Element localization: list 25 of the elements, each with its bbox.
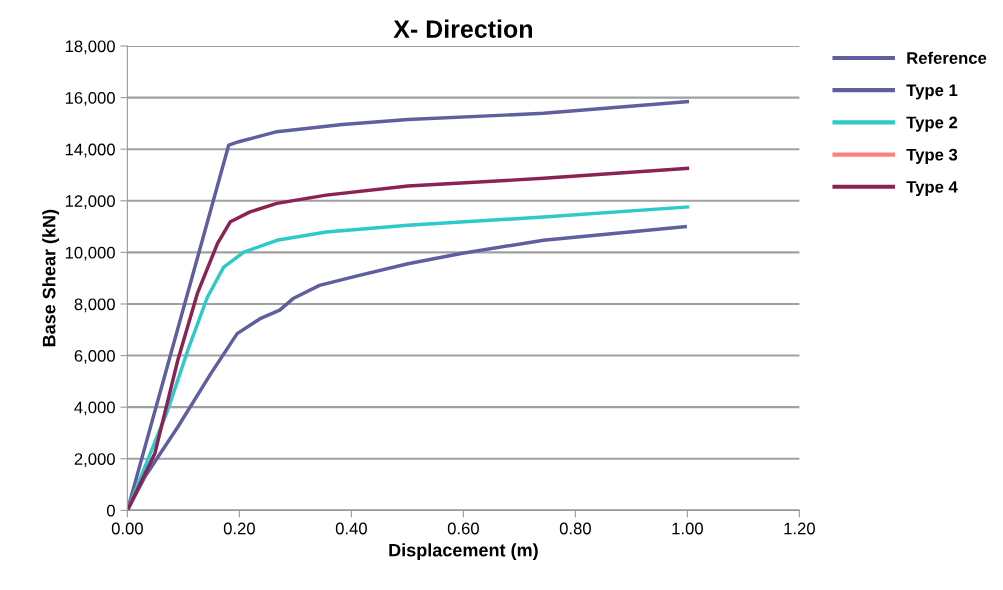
y-tick-label: 8,000 [74,298,115,313]
y-tick-label: 2,000 [74,453,115,467]
legend-label: Type 4 [906,181,958,197]
y-tick-label: 6,000 [74,349,115,364]
y-tick-label: 0 [106,504,115,517]
legend-label: Type 2 [906,116,958,132]
legend-label: Reference [907,51,987,64]
x-tick-label: 0.40 [335,522,367,535]
y-axis-title: Base Shear (kN) [42,209,60,347]
x-tick-label: 1.00 [672,522,703,535]
x-tick-label: 0.80 [559,522,591,535]
y-tick-label: 14,000 [65,143,115,158]
y-tick-label: 16,000 [65,92,115,106]
x-axis-title: Displacement (m) [389,543,538,561]
x-tick-label: 0.60 [447,522,479,535]
x-tick-label: 1.20 [784,522,815,535]
x-tick-label: 0.20 [223,522,255,535]
chart-title: X- Direction [393,19,532,38]
y-tick-label: 10,000 [65,246,115,261]
legend-label: Type 1 [906,84,958,100]
x-tick-label: 0.00 [111,522,143,535]
y-tick-label: 18,000 [65,40,115,55]
legend-label: Type 3 [906,148,958,164]
y-tick-label: 12,000 [65,195,115,209]
y-tick-label: 4,000 [74,401,115,416]
